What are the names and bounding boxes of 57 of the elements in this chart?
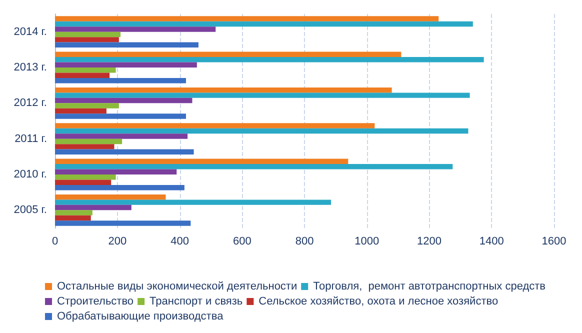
x-tick-label: 400 (170, 236, 189, 248)
bar (55, 52, 402, 58)
bar (55, 169, 177, 174)
bar (55, 158, 348, 164)
legend-label: Остальные виды экономической деятельности (57, 280, 298, 292)
bar (55, 26, 216, 32)
bar (55, 103, 119, 108)
bar (55, 87, 392, 93)
legend-label: Сельское хозяйство, охота и лесное хозяйство (258, 296, 498, 308)
bar (55, 37, 119, 42)
x-tick-label: 1000 (354, 236, 380, 248)
bar (55, 62, 197, 68)
x-tick-label: 0 (52, 236, 58, 248)
bar (55, 134, 188, 139)
x-tick-label: 1200 (417, 236, 442, 248)
bar (55, 108, 106, 114)
bar (55, 123, 375, 128)
y-tick-label: 2013 г. (14, 62, 47, 74)
bar (55, 164, 453, 170)
y-tick-label: 2014 г. (14, 26, 47, 38)
x-tick-label: 800 (295, 236, 314, 248)
legend-label: Строительство (57, 296, 134, 308)
y-tick-label: 2010 г. (14, 168, 47, 180)
legend-label: Транспорт и связь (150, 296, 243, 308)
bar (55, 149, 194, 155)
y-tick-label: 2012 г. (14, 97, 47, 110)
bar (55, 16, 439, 22)
bar (55, 204, 132, 210)
bar (55, 144, 114, 150)
legend-label: Торговля, ремонт автотранспортных средств (313, 280, 546, 292)
y-tick-label: 2005 г. (14, 204, 47, 216)
bar (55, 215, 91, 221)
y-tick-label: 2011 г. (14, 132, 47, 145)
bar (55, 194, 166, 200)
x-tick-label: 200 (108, 236, 127, 248)
bar (55, 220, 191, 226)
bar (55, 180, 112, 185)
bar (55, 184, 184, 190)
bar (55, 42, 198, 48)
bar (55, 68, 116, 73)
bar (55, 114, 186, 119)
bar (55, 200, 332, 205)
x-tick-label: 1600 (542, 236, 566, 248)
bar (55, 57, 484, 62)
bar (55, 32, 120, 38)
bar (55, 174, 116, 180)
bar (55, 72, 110, 78)
bar (55, 78, 186, 84)
bar (55, 138, 122, 144)
bar (55, 210, 92, 216)
legend-label: Обрабатывающие производства (57, 310, 224, 322)
bar (55, 92, 470, 98)
x-tick-label: 600 (232, 236, 252, 248)
bar (55, 98, 192, 104)
bar (55, 128, 468, 134)
bar (55, 21, 473, 27)
x-tick-label: 1400 (479, 236, 504, 248)
